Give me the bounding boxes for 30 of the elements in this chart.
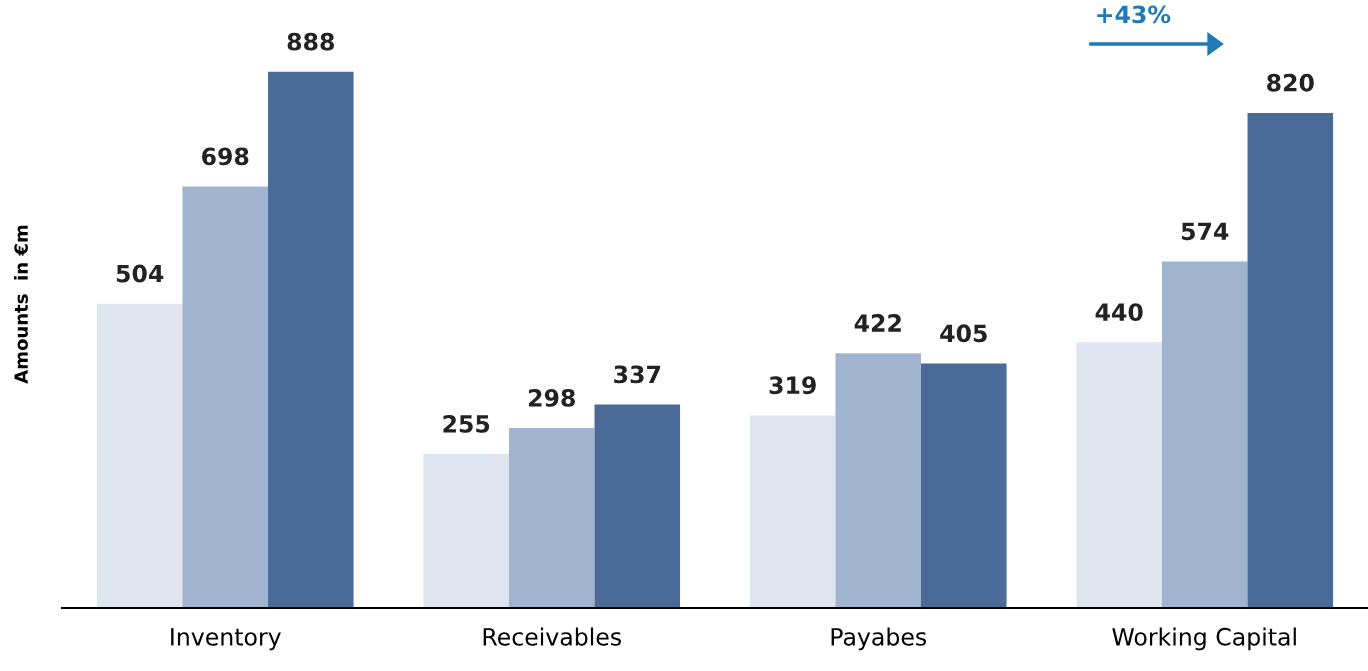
bar [182, 186, 269, 608]
x-tick-label: Working Capital [1112, 627, 1296, 651]
x-tick-label: Payabes [831, 627, 927, 651]
x-tick-label: Inventory [171, 628, 281, 651]
data-label: 504 [116, 264, 164, 283]
data-label: 574 [1181, 222, 1229, 241]
data-label: 820 [1267, 73, 1314, 92]
bar [508, 428, 595, 608]
data-label: 405 [940, 324, 987, 343]
bar [594, 404, 681, 608]
bar [749, 415, 836, 608]
y-axis-title: Amounts in €m [13, 225, 28, 384]
bar [1161, 261, 1248, 608]
data-label: 888 [287, 32, 334, 51]
data-label: 440 [1095, 303, 1143, 322]
data-label: 698 [202, 147, 249, 166]
bar [423, 454, 509, 608]
bar [96, 303, 183, 608]
data-label: 337 [614, 365, 661, 384]
data-label: 422 [854, 314, 901, 332]
bar [268, 71, 354, 608]
data-label: 319 [769, 376, 816, 395]
text: +43% [1097, 5, 1171, 24]
data-label: 255 [443, 414, 490, 433]
data-label: 298 [528, 388, 575, 407]
bar [921, 363, 1007, 608]
x-tick-label: Receivables [483, 627, 621, 646]
bar [835, 353, 922, 608]
bar [1247, 112, 1334, 608]
bar [1076, 342, 1162, 608]
